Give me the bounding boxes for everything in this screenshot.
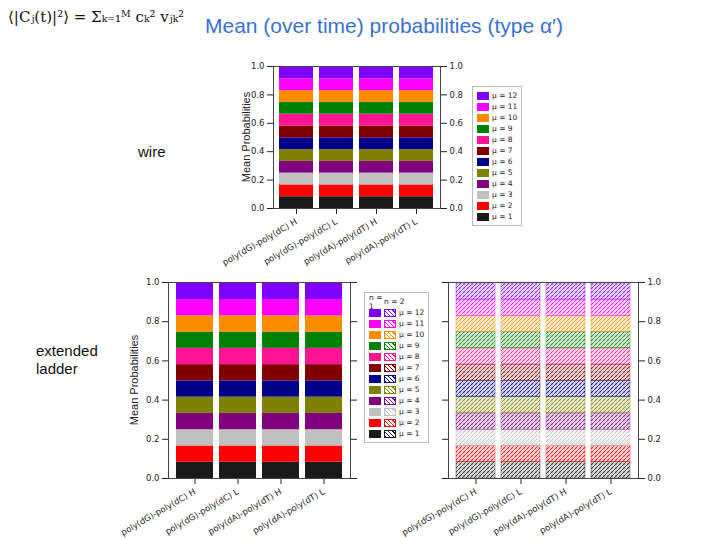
html-text:μ = 3: μ = 3 [399,407,420,416]
html-text:⟨|Cⱼ(t)|²⟩ = Σₖ₌₁ᴹ cₖ² vⱼₖ²: ⟨|Cⱼ(t)|²⟩ = Σₖ₌₁ᴹ cₖ² vⱼₖ² [8,8,185,26]
svg-text:1.0: 1.0 [648,277,662,287]
html-text:μ = 7: μ = 7 [492,146,513,155]
svg-text:0.6: 0.6 [450,118,464,128]
html-text:μ = 6: μ = 6 [492,157,513,166]
html-text:Mean Probabilities: Mean Probabilities [240,91,252,183]
html-text:μ = 1: μ = 1 [399,429,420,438]
svg-text:0.0: 0.0 [251,203,265,213]
svg-text:0.0: 0.0 [450,203,464,213]
svg-text:0.4: 0.4 [251,146,265,156]
svg-text:poly(dA)-poly(dT) L: poly(dA)-poly(dT) L [538,486,614,536]
html-text:μ = 12: μ = 12 [399,308,425,317]
html-text:wire: wire [138,143,166,160]
html-text:Mean (over time) probabilities: Mean (over time) probabilities (type α′) [205,14,563,37]
svg-text:0.0: 0.0 [648,473,662,483]
html-text:μ = 9: μ = 9 [492,124,513,133]
svg-text:poly(dG)-poly(dC) L: poly(dG)-poly(dC) L [262,216,339,266]
svg-text:poly(dA)-poly(dT) L: poly(dA)-poly(dT) L [251,486,327,536]
svg-text:0.8: 0.8 [146,316,160,326]
svg-text:0.2: 0.2 [648,434,662,444]
html-text:μ = 11: μ = 11 [492,102,518,111]
html-text:μ = 2: μ = 2 [399,418,420,427]
svg-text:0.8: 0.8 [450,90,464,100]
svg-text:0.8: 0.8 [648,316,662,326]
html-text:μ = 8: μ = 8 [492,135,513,144]
svg-text:1.0: 1.0 [146,277,160,287]
svg-text:poly(dA)-poly(dT) H: poly(dA)-poly(dT) H [206,486,283,536]
html-text:Mean Probabilities: Mean Probabilities [128,334,140,426]
html-text:μ = 6: μ = 6 [399,374,420,383]
svg-text:0.4: 0.4 [450,146,464,156]
html-text:n = 1: n = 1 [369,292,383,311]
svg-text:0.6: 0.6 [146,356,160,366]
svg-text:poly(dG)-poly(dC) H: poly(dG)-poly(dC) H [400,486,478,537]
svg-text:poly(dG)-poly(dC) H: poly(dG)-poly(dC) H [220,216,298,267]
svg-text:poly(dG)-poly(dC) L: poly(dG)-poly(dC) L [163,486,240,536]
svg-text:0.8: 0.8 [251,90,265,100]
html-text:μ = 4: μ = 4 [492,179,513,188]
svg-text:poly(dA)-poly(dT) H: poly(dA)-poly(dT) H [491,486,568,536]
svg-text:0.4: 0.4 [648,395,662,405]
html-text:μ = 10: μ = 10 [492,113,518,122]
html-text:extended ladder: extended ladder [36,342,98,377]
html-text:μ = 5: μ = 5 [492,168,513,177]
svg-text:0.6: 0.6 [648,356,662,366]
svg-text:0.2: 0.2 [146,434,160,444]
svg-text:0.4: 0.4 [146,395,160,405]
svg-text:1.0: 1.0 [251,61,265,71]
svg-text:0.2: 0.2 [251,175,265,185]
svg-text:0.0: 0.0 [146,473,160,483]
html-text:μ = 2: μ = 2 [492,201,513,210]
svg-text:poly(dG)-poly(dC) L: poly(dG)-poly(dC) L [446,486,523,536]
html-text:μ = 8: μ = 8 [399,352,420,361]
html-text:μ = 10: μ = 10 [399,330,425,339]
svg-text:0.6: 0.6 [251,118,265,128]
svg-text:poly(dA)-poly(dT) L: poly(dA)-poly(dT) L [343,216,419,266]
svg-text:poly(dA)-poly(dT) H: poly(dA)-poly(dT) H [302,216,379,266]
html-text:μ = 7: μ = 7 [399,363,420,372]
html-text:μ = 5: μ = 5 [399,385,420,394]
svg-text:1.0: 1.0 [450,61,464,71]
html-text:μ = 1: μ = 1 [492,212,513,221]
html-text:μ = 3: μ = 3 [492,190,513,199]
svg-text:poly(dG)-poly(dC) H: poly(dG)-poly(dC) H [119,486,197,537]
html-text:μ = 11: μ = 11 [399,319,425,328]
html-text:μ = 12: μ = 12 [492,91,518,100]
html-text:μ = 4: μ = 4 [399,396,420,405]
html-text:n = 2: n = 2 [384,297,405,306]
svg-text:0.2: 0.2 [450,175,464,185]
html-text:μ = 9: μ = 9 [399,341,420,350]
